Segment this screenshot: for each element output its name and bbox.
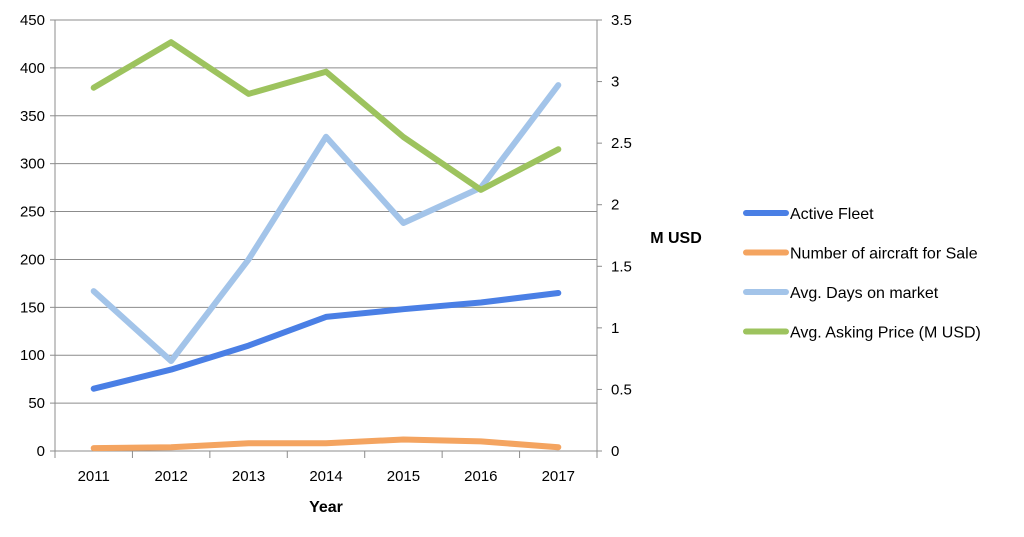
series-line-number-of-aircraft-for-sale bbox=[90, 436, 562, 452]
left-tick-label: 100 bbox=[20, 347, 45, 364]
left-tick-label: 250 bbox=[20, 204, 45, 221]
right-tick-label: 2 bbox=[611, 197, 619, 214]
x-axis-title: Year bbox=[309, 499, 343, 516]
legend-label-active-fleet: Active Fleet bbox=[790, 206, 874, 223]
x-tick-label: 2013 bbox=[232, 468, 265, 485]
x-tick-label: 2014 bbox=[309, 468, 342, 485]
x-tick-label: 2015 bbox=[387, 468, 420, 485]
right-axis-title: M USD bbox=[650, 230, 702, 247]
series-line-avg-asking-price-m-usd bbox=[90, 39, 562, 193]
left-tick-label: 50 bbox=[28, 395, 45, 412]
legend-label-avg-asking-price-m-usd: Avg. Asking Price (M USD) bbox=[790, 325, 981, 342]
legend-label-avg-days-on-market: Avg. Days on market bbox=[790, 285, 939, 302]
left-tick-label: 150 bbox=[20, 299, 45, 316]
left-tick-label: 0 bbox=[37, 443, 45, 460]
x-tick-label: 2017 bbox=[542, 468, 575, 485]
right-tick-label: 0.5 bbox=[611, 381, 632, 398]
legend-label-number-of-aircraft-for-sale: Number of aircraft for Sale bbox=[790, 246, 978, 263]
series-lines bbox=[90, 39, 562, 452]
right-tick-label: 1 bbox=[611, 320, 619, 337]
x-axis-ticks: 2011 2012 2013 2014 2015 2016 2017 bbox=[54, 451, 598, 485]
right-axis-ticks: 0 0.5 1 1.5 2 2.5 3 3.5 bbox=[597, 12, 632, 460]
series-line-active-fleet bbox=[90, 290, 562, 392]
left-tick-label: 400 bbox=[20, 60, 45, 77]
x-tick-label: 2016 bbox=[464, 468, 497, 485]
right-tick-label: 3.5 bbox=[611, 12, 632, 29]
gridlines bbox=[55, 19, 597, 404]
right-tick-label: 0 bbox=[611, 443, 619, 460]
right-tick-label: 2.5 bbox=[611, 135, 632, 152]
legend[interactable]: Active Fleet Number of aircraft for Sale A… bbox=[743, 206, 981, 342]
x-tick-label: 2012 bbox=[154, 468, 187, 485]
right-tick-label: 3 bbox=[611, 74, 619, 91]
left-tick-label: 350 bbox=[20, 108, 45, 125]
right-tick-label: 1.5 bbox=[611, 258, 632, 275]
x-tick-label: 2011 bbox=[78, 468, 110, 485]
plot-frame bbox=[54, 20, 598, 452]
left-axis-ticks: 0 50 100 150 200 250 300 350 400 450 bbox=[20, 12, 55, 460]
left-tick-label: 300 bbox=[20, 156, 45, 173]
left-tick-label: 200 bbox=[20, 251, 45, 268]
left-tick-label: 450 bbox=[20, 12, 45, 29]
